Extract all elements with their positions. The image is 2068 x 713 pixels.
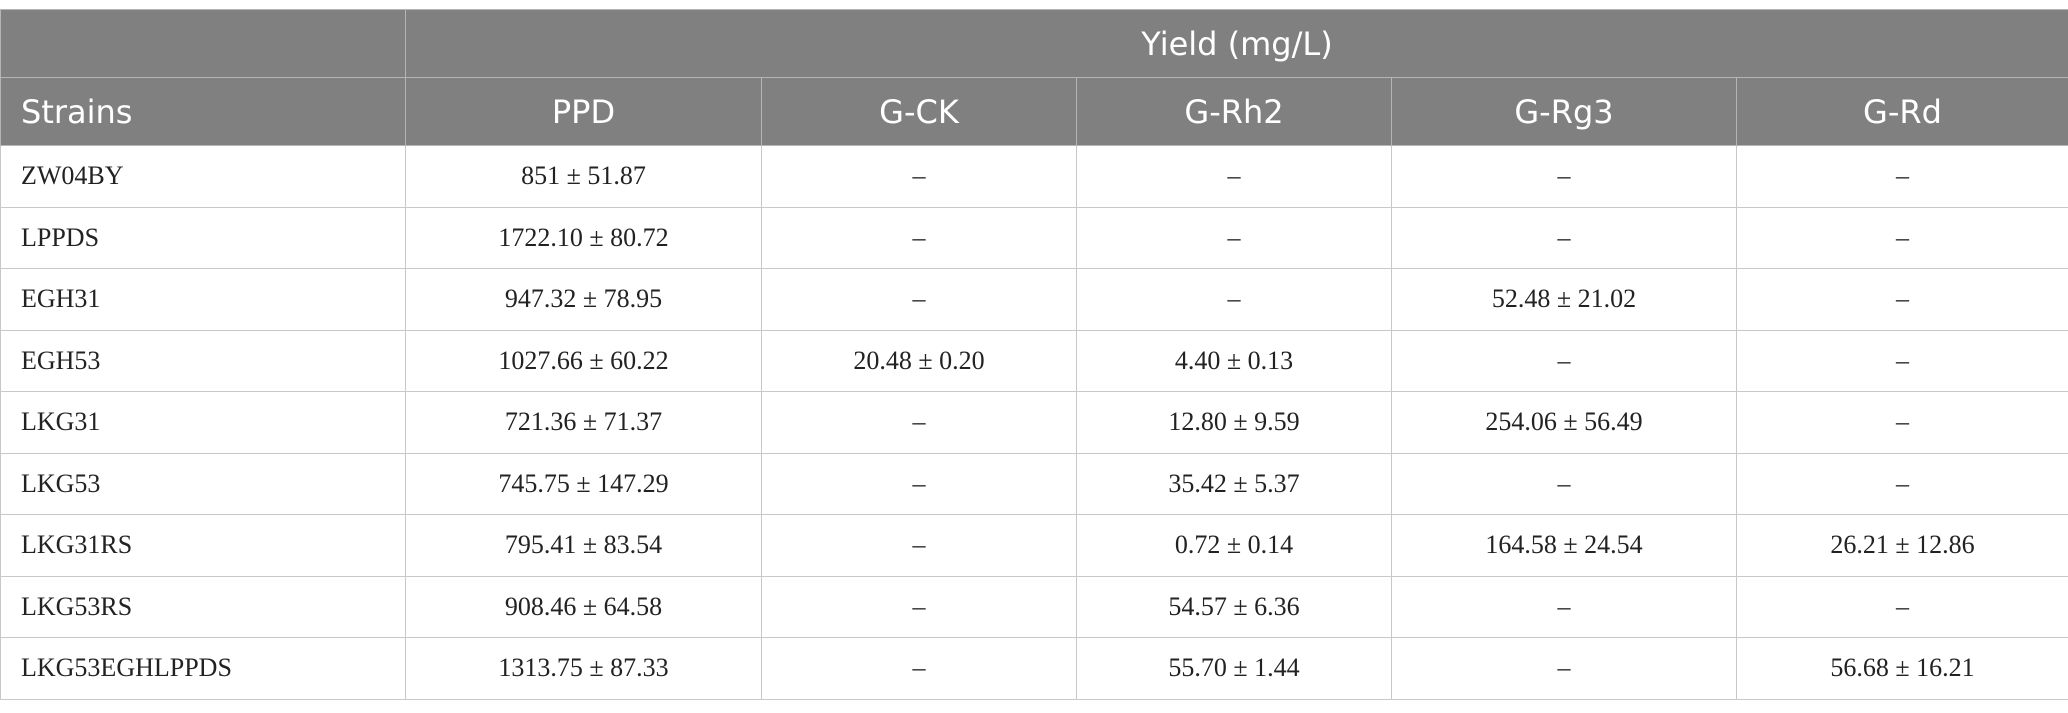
yield-cell: – — [1076, 268, 1392, 331]
strain-cell: EGH31 — [0, 268, 406, 331]
yield-cell: 52.48 ± 21.02 — [1391, 268, 1737, 331]
yield-cell: 0.72 ± 0.14 — [1076, 514, 1392, 577]
yield-cell: 851 ± 51.87 — [405, 145, 762, 208]
strain-cell: LKG31RS — [0, 514, 406, 577]
yield-cell: 947.32 ± 78.95 — [405, 268, 762, 331]
table-row: EGH31 947.32 ± 78.95– –52.48 ± 21.02– — [0, 268, 2068, 331]
table-row: LKG31 721.36 ± 71.37–12.80 ± 9.59 254.06 ±… — [0, 391, 2068, 454]
yield-cell: 35.42 ± 5.37 — [1076, 452, 1392, 515]
yield-cell: 55.70 ± 1.44 — [1076, 637, 1392, 700]
column-header-row: Strains PPD G-CK G-Rh2 G-Rg3 G-Rd — [0, 77, 2068, 146]
table-body: ZW04BY 851 ± 51.87– – – – LPPDS 1722.10 ± 80.7… — [0, 145, 2068, 700]
yield-cell: – — [761, 206, 1077, 269]
yield-cell: – — [761, 514, 1077, 577]
yield-cell: 1722.10 ± 80.72 — [405, 206, 762, 269]
table-row: LPPDS 1722.10 ± 80.72– – – – — [0, 206, 2068, 269]
header-cell — [0, 9, 406, 78]
table-row: EGH53 1027.66 ± 60.22 20.48 ± 0.20 4.40 ± 0… — [0, 329, 2068, 392]
yield-cell: 54.57 ± 6.36 — [1076, 575, 1392, 638]
yield-cell: 795.41 ± 83.54 — [405, 514, 762, 577]
column-header: G-Rh2 — [1076, 77, 1392, 146]
yield-cell: – — [1391, 329, 1737, 392]
yield-cell: 164.58 ± 24.54 — [1391, 514, 1737, 577]
yield-cell: – — [761, 145, 1077, 208]
yield-cell: – — [761, 452, 1077, 515]
strain-cell: LKG53EGHLPPDS — [0, 637, 406, 700]
yield-cell: – — [1391, 452, 1737, 515]
yield-cell: – — [1736, 145, 2068, 208]
table-header: Yield (mg/L) Strains PPD G-CK G-Rh2 G-Rg3 G-R… — [0, 9, 2068, 146]
strain-cell: LKG53 — [0, 452, 406, 515]
table-row: LKG53 745.75 ± 147.29–35.42 ± 5.37– – — [0, 452, 2068, 515]
yield-cell: 26.21 ± 12.86 — [1736, 514, 2068, 577]
strain-cell: LPPDS — [0, 206, 406, 269]
table-row: LKG53RS 908.46 ± 64.58–54.57 ± 6.36– – — [0, 575, 2068, 638]
yield-cell: 56.68 ± 16.21 — [1736, 637, 2068, 700]
yield-cell: – — [1391, 206, 1737, 269]
yield-cell: – — [1736, 329, 2068, 392]
strain-cell: LKG31 — [0, 391, 406, 454]
table-container: Yield (mg/L) Strains PPD G-CK G-Rh2 G-Rg3 G-R… — [0, 9, 2068, 700]
yield-cell: – — [1391, 575, 1737, 638]
strain-cell: LKG53RS — [0, 575, 406, 638]
yield-cell: – — [761, 637, 1077, 700]
yield-cell: – — [761, 268, 1077, 331]
yield-cell: – — [1076, 206, 1392, 269]
yield-cell: – — [761, 575, 1077, 638]
yield-cell: 254.06 ± 56.49 — [1391, 391, 1737, 454]
yield-cell: – — [1391, 145, 1737, 208]
yield-cell: 20.48 ± 0.20 — [761, 329, 1077, 392]
yield-cell: 1313.75 ± 87.33 — [405, 637, 762, 700]
strain-cell: ZW04BY — [0, 145, 406, 208]
column-header: G-Rg3 — [1391, 77, 1737, 146]
column-header: PPD — [405, 77, 762, 146]
strain-cell: EGH53 — [0, 329, 406, 392]
yield-table: Yield (mg/L) Strains PPD G-CK G-Rh2 G-Rg3 G-R… — [0, 9, 2068, 700]
yield-cell: – — [1736, 452, 2068, 515]
table-row: ZW04BY 851 ± 51.87– – – – — [0, 145, 2068, 208]
yield-cell: – — [1736, 391, 2068, 454]
table-row: LKG31RS 795.41 ± 83.54–0.72 ± 0.14 164.58 … — [0, 514, 2068, 577]
column-header: G-CK — [761, 77, 1077, 146]
group-header-row: Yield (mg/L) — [0, 9, 2068, 78]
table-row: LKG53EGHLPPDS 1313.75 ± 87.33–55.70 ± 1.4… — [0, 637, 2068, 700]
group-header: Yield (mg/L) — [405, 9, 2068, 78]
yield-cell: – — [1736, 575, 2068, 638]
yield-cell: – — [1391, 637, 1737, 700]
yield-cell: 12.80 ± 9.59 — [1076, 391, 1392, 454]
yield-cell: 908.46 ± 64.58 — [405, 575, 762, 638]
yield-cell: – — [1076, 145, 1392, 208]
yield-cell: 1027.66 ± 60.22 — [405, 329, 762, 392]
yield-cell: 721.36 ± 71.37 — [405, 391, 762, 454]
yield-cell: – — [1736, 206, 2068, 269]
yield-cell: 4.40 ± 0.13 — [1076, 329, 1392, 392]
column-header: G-Rd — [1736, 77, 2068, 146]
yield-cell: 745.75 ± 147.29 — [405, 452, 762, 515]
yield-cell: – — [1736, 268, 2068, 331]
yield-cell: – — [761, 391, 1077, 454]
column-header: Strains — [0, 77, 406, 146]
